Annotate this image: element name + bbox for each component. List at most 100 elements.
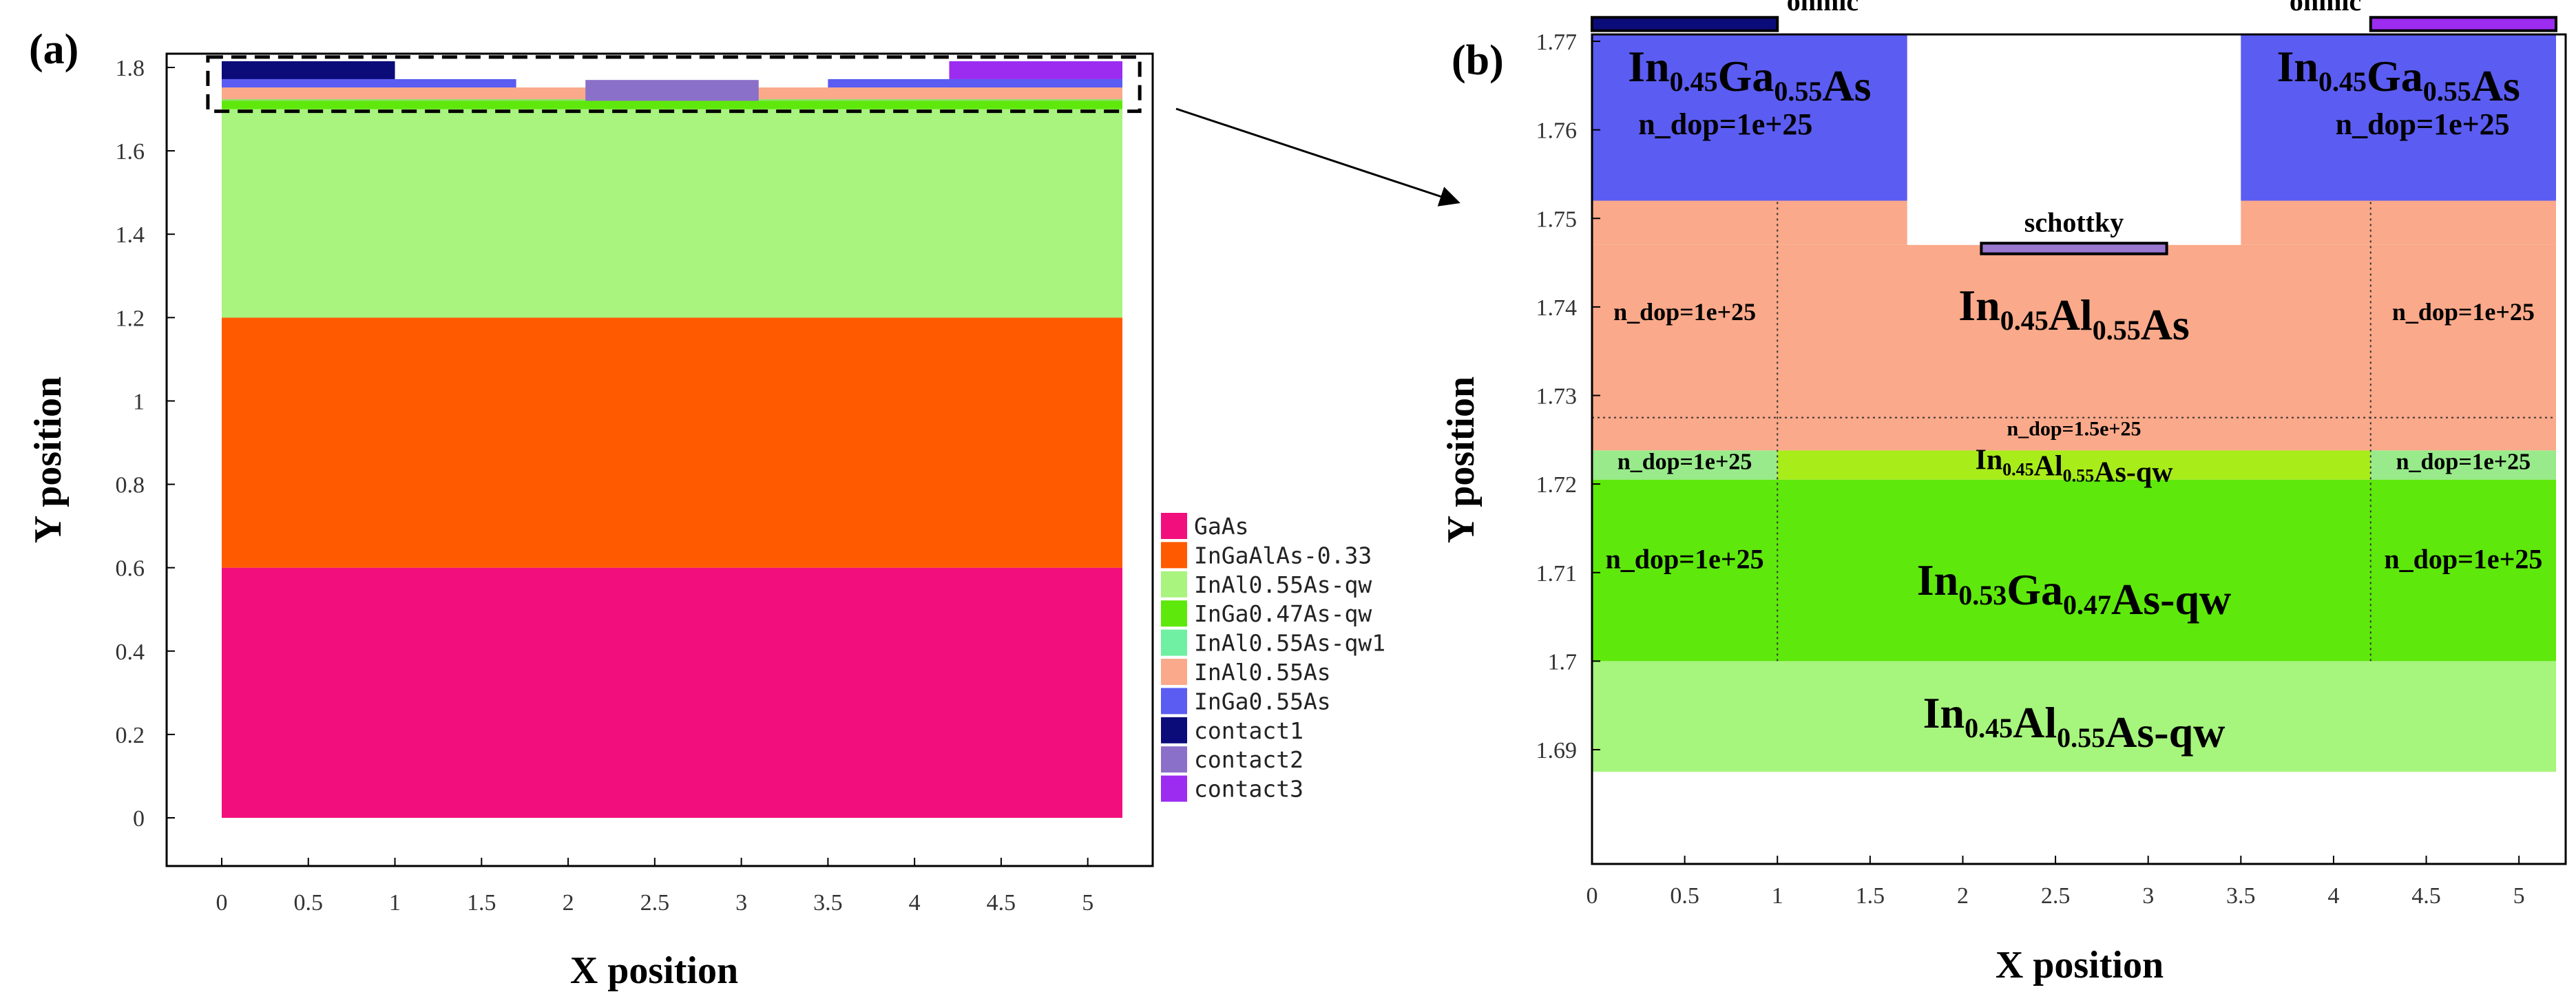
legend-swatch xyxy=(1161,513,1187,539)
x-tick-label: 0 xyxy=(1587,883,1598,909)
legend-swatch xyxy=(1161,775,1187,802)
y-tick-label: 1.7 xyxy=(1548,649,1578,675)
panel-b: (b) In0.45Ga0.55As In0.45Ga0.55As In0.45Al… xyxy=(1440,0,2567,986)
panel-b-y-ticks: 1.69 1.7 1.71 1.72 1.73 1.74 1.75 1.76 1.77 xyxy=(1536,30,1600,763)
material-label: In0.45Ga0.55As xyxy=(1628,42,1871,110)
legend-swatch xyxy=(1161,571,1187,598)
layer-inga0-55as-7 xyxy=(828,78,1122,88)
doping-label: n_dop=1.5e+25 xyxy=(2007,417,2141,440)
material-label: In0.45Al0.55As xyxy=(1958,281,2190,349)
x-tick-label: 5 xyxy=(1082,890,1093,916)
y-tick-label: 1 xyxy=(133,389,145,414)
x-tick-label: 3 xyxy=(2142,883,2154,909)
contact-label: ohmic xyxy=(1787,0,1858,17)
x-tick-label: 1.5 xyxy=(1856,883,1885,909)
doping-label: n_dop=1e+25 xyxy=(2384,543,2542,574)
y-tick-label: 1.76 xyxy=(1536,118,1578,144)
legend-entry: InGa0.55As xyxy=(1194,688,1331,715)
panel-a-legend: GaAsInGaAlAs-0.33InAl0.55As-qwInGa0.47As… xyxy=(1161,513,1385,803)
legend-entry: InGa0.47As-qw xyxy=(1194,600,1372,627)
layer-inal0-55as-qw-2 xyxy=(222,109,1122,318)
y-tick-label: 0 xyxy=(133,806,145,832)
legend-swatch xyxy=(1161,542,1187,569)
layer-contact2-9 xyxy=(585,80,759,101)
y-tick-label: 0.8 xyxy=(116,473,145,498)
panel-b-frame xyxy=(1591,33,2567,865)
layer-contact1-8 xyxy=(222,61,395,79)
panel-b-label: (b) xyxy=(1452,37,1504,84)
x-tick-label: 4.5 xyxy=(987,890,1016,916)
panel-b-x-ticks: 0 0.5 1 1.5 2 2.5 3 3.5 4 4.5 5 xyxy=(1587,856,2525,909)
legend-swatch xyxy=(1161,717,1187,743)
layer-gaas-0 xyxy=(222,567,1122,818)
contact-label: schottky xyxy=(2024,207,2124,238)
panel-b-material-labels: In0.45Ga0.55As In0.45Ga0.55As In0.45Al0.55… xyxy=(1628,42,2520,757)
contact-label: ohmic xyxy=(2290,0,2361,17)
doping-label: n_dop=1e+25 xyxy=(1613,298,1756,326)
legend-swatch xyxy=(1161,688,1187,715)
region-spacer-right xyxy=(2370,450,2556,480)
panel-a-y-ticks: 0 0.2 0.4 0.6 0.8 1 1.2 1.4 1.6 1.8 xyxy=(116,56,175,832)
legend-entry: contact2 xyxy=(1194,746,1303,773)
y-tick-label: 1.69 xyxy=(1536,738,1578,763)
region-in0-45al0-55as-barrier xyxy=(1592,244,2556,451)
legend-entry: InAl0.55As-qw xyxy=(1194,571,1372,598)
legend-entry: InAl0.55As-qw1 xyxy=(1194,630,1385,657)
y-tick-label: 1.77 xyxy=(1536,30,1578,55)
panel-a-x-axis-label: X position xyxy=(570,949,738,992)
y-tick-label: 1.71 xyxy=(1536,561,1578,587)
x-tick-label: 2.5 xyxy=(640,890,670,916)
x-tick-label: 0.5 xyxy=(294,890,324,916)
panel-b-y-axis-label: Y position xyxy=(1440,377,1483,543)
region-cap-right xyxy=(2241,34,2556,201)
panel-a-label: (a) xyxy=(29,26,78,73)
region-barrier-left-top xyxy=(1592,200,1907,245)
layer-contact3-10 xyxy=(949,61,1122,79)
region-in0-45al0-55as-qw-bottom xyxy=(1592,661,2556,772)
doping-label: n_dop=1e+25 xyxy=(2336,107,2510,141)
legend-swatch xyxy=(1161,600,1187,627)
layer-inga0-55as-6 xyxy=(222,78,516,88)
panel-a-frame xyxy=(165,52,1154,867)
legend-entry: contact3 xyxy=(1194,776,1303,803)
legend-swatch xyxy=(1161,659,1187,685)
material-label: In0.45Ga0.55As xyxy=(2276,42,2520,110)
panel-b-contacts xyxy=(1591,16,2558,255)
y-tick-label: 1.73 xyxy=(1536,384,1578,410)
region-cap-left xyxy=(1592,34,1907,201)
panel-b-regions xyxy=(1592,34,2556,772)
region-spacer-left xyxy=(1592,450,1778,480)
x-tick-label: 0 xyxy=(216,890,228,916)
contact-ohmic-right xyxy=(2369,16,2558,32)
doping-label: n_dop=1e+25 xyxy=(2392,298,2535,326)
x-tick-label: 0.5 xyxy=(1670,883,1699,909)
x-tick-label: 3 xyxy=(735,890,747,916)
y-tick-label: 0.6 xyxy=(116,556,145,582)
panel-b-x-axis-label: X position xyxy=(1996,944,2164,986)
doping-label: n_dop=1e+25 xyxy=(1617,449,1752,474)
doping-label: n_dop=1e+25 xyxy=(1638,107,1812,141)
legend-entry: InAl0.55As xyxy=(1194,659,1331,686)
panel-a-layers xyxy=(222,61,1122,818)
contact-ohmic-left xyxy=(1591,16,1779,32)
y-tick-label: 0.4 xyxy=(116,640,145,665)
zoom-box-rect xyxy=(206,55,1142,114)
contact-schottky xyxy=(1980,242,2168,255)
x-tick-label: 4.5 xyxy=(2411,883,2441,909)
panel-a-y-axis-label: Y position xyxy=(27,377,70,543)
y-tick-label: 1.6 xyxy=(116,139,145,165)
x-tick-label: 1 xyxy=(389,890,401,916)
panel-b-dotted-lines xyxy=(1592,200,2556,662)
x-tick-label: 1.5 xyxy=(467,890,496,916)
zoom-box xyxy=(206,55,1142,114)
y-tick-label: 1.2 xyxy=(116,306,145,331)
layer-inga0-47as-qw-3 xyxy=(222,101,1122,109)
x-tick-label: 4 xyxy=(909,890,921,916)
region-barrier-right-top xyxy=(2241,200,2556,245)
x-tick-label: 2 xyxy=(563,890,574,916)
x-tick-label: 4 xyxy=(2327,883,2339,909)
material-label: In0.53Ga0.47As-qw xyxy=(1917,556,2232,624)
legend-entry: InGaAlAs-0.33 xyxy=(1194,542,1372,569)
y-tick-label: 1.72 xyxy=(1536,472,1578,498)
